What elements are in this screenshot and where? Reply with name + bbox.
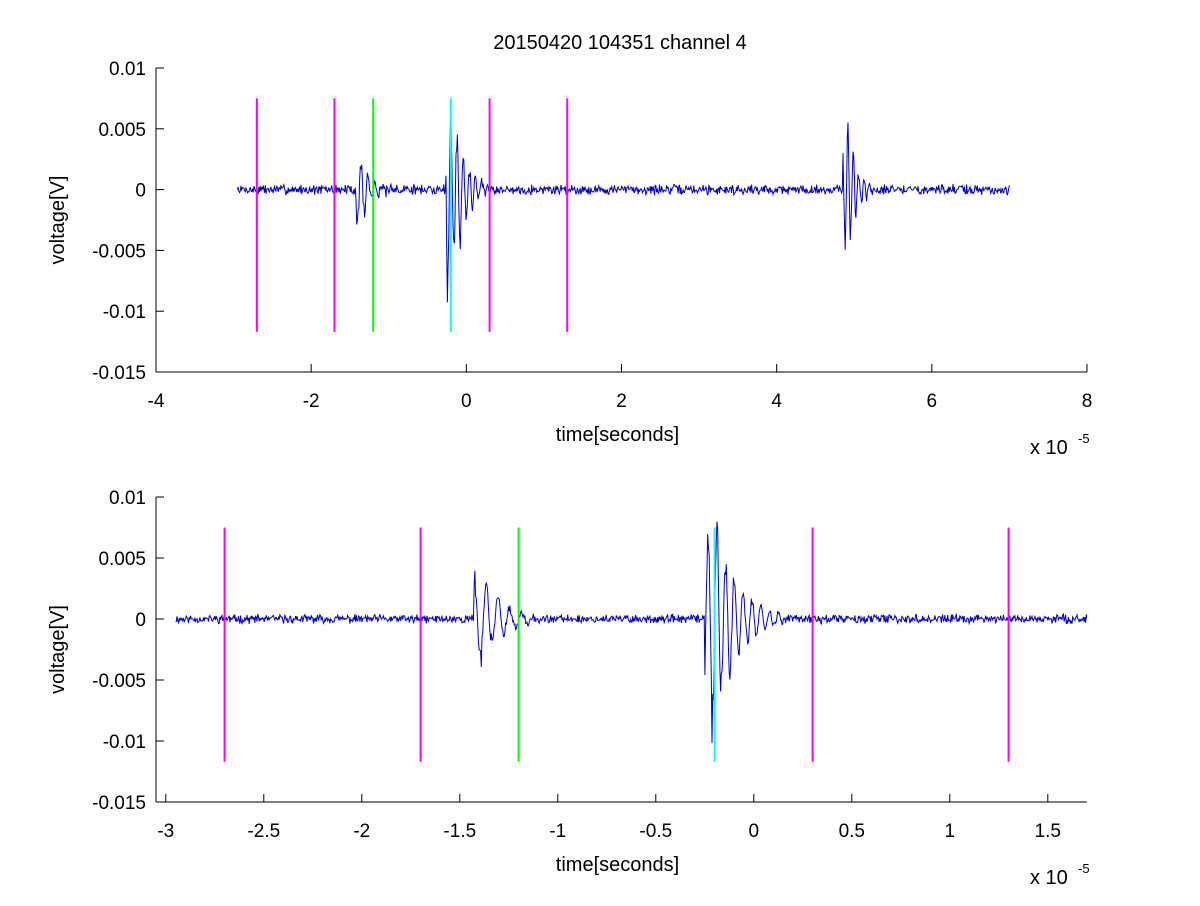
y-tick-label: -0.005 xyxy=(92,241,146,262)
y-tick-label: 0.01 xyxy=(109,59,146,80)
x-multiplier-exponent: -5 xyxy=(1078,431,1090,446)
y-tick-label: -0.01 xyxy=(103,302,146,323)
x-tick-label: -1 xyxy=(549,821,566,842)
bottom-plot: 0.01 0.005 0 -0.005 -0.01 -0.015 -3 -2.5 -2 -1.5 -… xyxy=(47,488,1090,889)
x-tick-label: 0 xyxy=(749,821,760,842)
x-tick-label: 0 xyxy=(461,391,472,412)
x-multiplier-exponent: -5 xyxy=(1078,861,1090,876)
y-tick-label: -0.015 xyxy=(92,793,146,814)
x-tick-label: -1.5 xyxy=(443,821,476,842)
y-tick-label: 0 xyxy=(135,181,146,202)
x-tick-label: -2 xyxy=(353,821,370,842)
x-tick-label: -4 xyxy=(148,391,165,412)
top-plot: 0.01 0.005 0 -0.005 -0.01 -0.015-4 -2 0 2 4 6 8 time… xyxy=(47,59,1092,459)
y-tick-label: 0 xyxy=(135,610,146,631)
x-multiplier-label: x 10 xyxy=(1030,867,1068,889)
figure-title: 20150420 104351 channel 4 xyxy=(493,32,747,54)
y-tick-label: -0.015 xyxy=(92,363,146,384)
y-tick-label: -0.005 xyxy=(92,671,146,692)
y-tick-label: 0.005 xyxy=(98,120,146,141)
x-tick-label: -2.5 xyxy=(247,821,280,842)
x-tick-label: 0.5 xyxy=(839,821,865,842)
y-tick-label: -0.01 xyxy=(103,732,146,753)
x-tick-label: -3 xyxy=(157,821,174,842)
x-axis-label: time[seconds] xyxy=(556,424,679,446)
x-axis-label: time[seconds] xyxy=(556,854,679,876)
x-tick-label: 8 xyxy=(1082,391,1093,412)
x-tick-label: 6 xyxy=(927,391,938,412)
signal-line xyxy=(175,521,1087,743)
x-multiplier-label: x 10 xyxy=(1030,437,1068,459)
signal-line xyxy=(237,122,1010,303)
x-tick-label: 2 xyxy=(616,391,627,412)
y-tick-label: 0.01 xyxy=(109,488,146,509)
x-tick-label: 1 xyxy=(945,821,956,842)
x-tick-label: -2 xyxy=(303,391,320,412)
x-tick-label: 4 xyxy=(771,391,782,412)
y-axis-label: voltage[V] xyxy=(47,605,69,694)
x-tick-label: 1.5 xyxy=(1035,821,1061,842)
y-tick-label: 0.005 xyxy=(98,549,146,570)
y-axis-label: voltage[V] xyxy=(47,176,69,265)
x-tick-label: -0.5 xyxy=(639,821,672,842)
